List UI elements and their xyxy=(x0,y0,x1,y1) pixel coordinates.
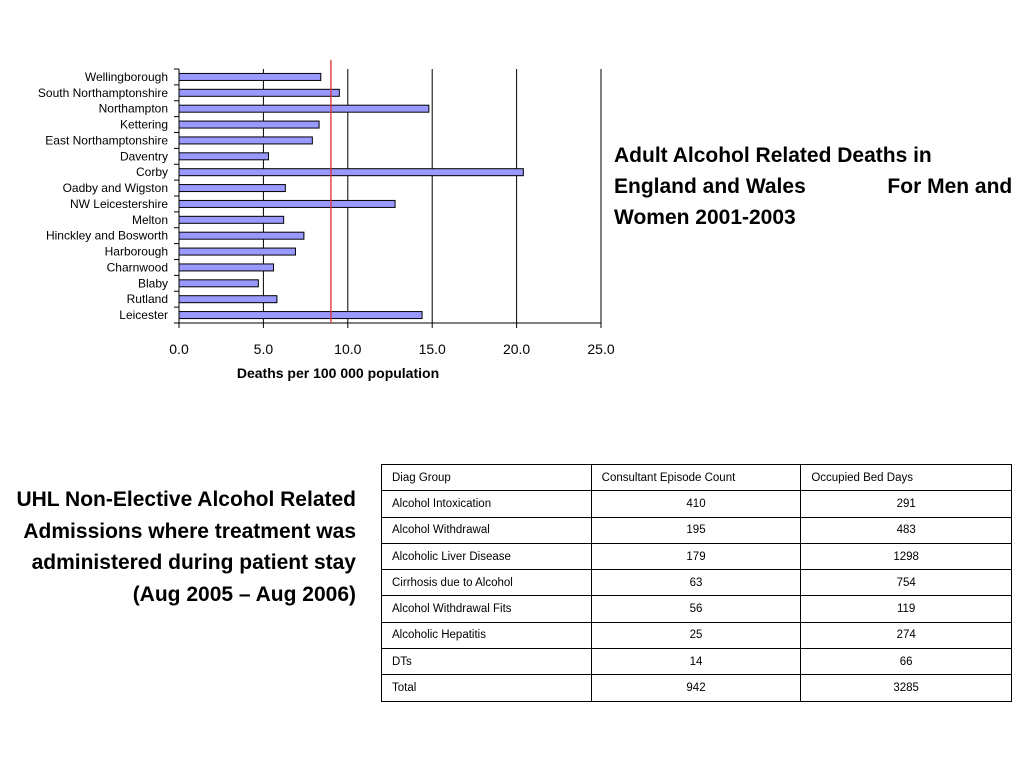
table-caption: UHL Non-Elective Alcohol Related Admissi… xyxy=(16,488,356,606)
x-axis-title: Deaths per 100 000 population xyxy=(237,365,439,381)
cell-episode-count: 14 xyxy=(590,648,802,676)
category-label: Rutland xyxy=(127,292,168,306)
category-label: Melton xyxy=(132,213,168,227)
category-label: Northampton xyxy=(99,102,168,116)
category-label: Wellingborough xyxy=(85,70,168,84)
cell-bed-days: 66 xyxy=(800,648,1012,676)
x-tick-label: 10.0 xyxy=(334,341,361,357)
x-tick-label: 0.0 xyxy=(169,341,189,357)
bar xyxy=(178,263,275,272)
category-label: Leicester xyxy=(119,308,168,322)
cell-diag-group: Alcoholic Hepatitis xyxy=(381,621,592,650)
x-tick-label: 15.0 xyxy=(419,341,446,357)
table-row: Total 942 3285 xyxy=(381,674,1012,702)
cell-episode-count: 179 xyxy=(590,542,802,571)
bar xyxy=(178,136,313,145)
cell-bed-days: 1298 xyxy=(800,542,1012,571)
cell-episode-count: 56 xyxy=(590,595,802,623)
cell-bed-days: 483 xyxy=(800,516,1012,544)
category-label: Hinckley and Bosworth xyxy=(46,229,168,243)
bar xyxy=(178,184,286,193)
bar xyxy=(178,279,259,288)
cell-episode-count: 195 xyxy=(590,516,802,544)
cell-diag-group: DTs xyxy=(381,648,592,676)
bar xyxy=(178,168,524,177)
admissions-table: Diag Group Consultant Episode Count Occu… xyxy=(381,463,1012,702)
chart-title: Adult Alcohol Related Deaths in England … xyxy=(614,144,1019,229)
cell-bed-days: 274 xyxy=(800,621,1012,650)
category-label: NW Leicestershire xyxy=(70,197,168,211)
bar xyxy=(178,247,296,256)
cell-diag-group: Cirrhosis due to Alcohol xyxy=(381,569,592,597)
bar xyxy=(178,88,340,97)
category-label: Blaby xyxy=(138,276,168,290)
axes xyxy=(174,60,602,328)
bar xyxy=(178,311,423,320)
category-label: Kettering xyxy=(120,118,168,132)
bar-chart: 0.0 5.0 10.0 15.0 20.0 25.0 Wellingborough Sout… xyxy=(38,60,615,381)
header-episode-count: Consultant Episode Count xyxy=(590,463,802,492)
x-tick-label: 20.0 xyxy=(503,341,530,357)
cell-bed-days: 119 xyxy=(800,595,1012,623)
labels: 0.0 5.0 10.0 15.0 20.0 25.0 Wellingborough Sout… xyxy=(38,70,615,357)
bar xyxy=(178,295,278,304)
header-diag-group: Diag Group xyxy=(381,463,592,492)
cell-episode-count: 410 xyxy=(590,490,802,518)
table-header-row: Diag Group Consultant Episode Count Occu… xyxy=(381,463,1012,492)
table-row: Cirrhosis due to Alcohol 63 754 xyxy=(381,569,1012,597)
x-tick-label: 25.0 xyxy=(587,341,614,357)
table-row: Alcoholic Hepatitis 25 274 xyxy=(381,621,1012,650)
category-label: East Northamptonshire xyxy=(45,133,168,147)
bar xyxy=(178,215,285,224)
header-bed-days: Occupied Bed Days xyxy=(800,463,1012,492)
category-label: South Northamptonshire xyxy=(38,86,168,100)
cell-bed-days: 291 xyxy=(800,490,1012,518)
bar xyxy=(178,152,269,161)
bar xyxy=(178,231,305,240)
category-label: Corby xyxy=(136,165,168,179)
category-label: Charnwood xyxy=(107,260,168,274)
x-tick-label: 5.0 xyxy=(254,341,274,357)
cell-bed-days: 3285 xyxy=(800,674,1012,702)
bar xyxy=(178,104,430,113)
table-row: Alcoholic Liver Disease 179 1298 xyxy=(381,542,1012,571)
bars xyxy=(178,72,524,320)
table-row: DTs 14 66 xyxy=(381,648,1012,676)
category-label: Harborough xyxy=(105,245,168,259)
cell-diag-group: Alcohol Withdrawal Fits xyxy=(381,595,592,623)
category-label: Daventry xyxy=(120,149,168,163)
cell-diag-group: Alcoholic Liver Disease xyxy=(381,542,592,571)
bar xyxy=(178,72,322,81)
bar xyxy=(178,120,320,129)
table-row: Alcohol Intoxication 410 291 xyxy=(381,490,1012,518)
cell-diag-group: Alcohol Intoxication xyxy=(381,490,592,518)
bar xyxy=(178,199,396,208)
cell-diag-group: Total xyxy=(381,674,592,702)
table-row: Alcohol Withdrawal 195 483 xyxy=(381,516,1012,544)
cell-episode-count: 942 xyxy=(590,674,802,702)
table-row: Alcohol Withdrawal Fits 56 119 xyxy=(381,595,1012,623)
category-label: Oadby and Wigston xyxy=(63,181,168,195)
cell-bed-days: 754 xyxy=(800,569,1012,597)
cell-diag-group: Alcohol Withdrawal xyxy=(381,516,592,544)
cell-episode-count: 63 xyxy=(590,569,802,597)
cell-episode-count: 25 xyxy=(590,621,802,650)
